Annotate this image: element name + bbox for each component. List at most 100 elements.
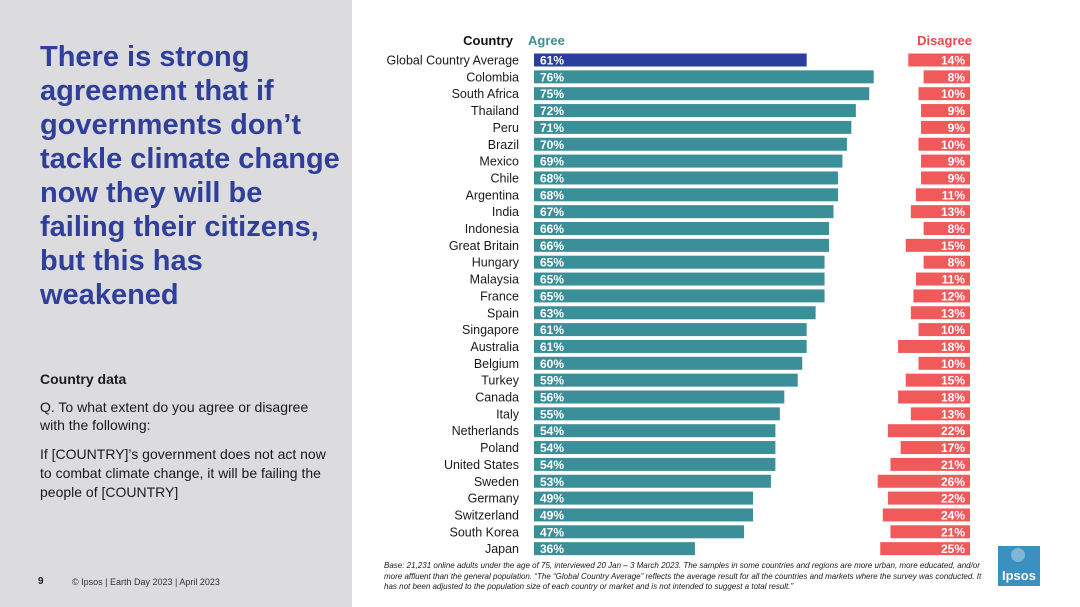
disagree-bar	[905, 238, 970, 252]
agree-bar	[534, 137, 847, 151]
base-note: Base: 21,231 online adults under the age…	[384, 561, 982, 591]
agree-bar	[534, 222, 830, 235]
agree-value-label: 71%	[540, 121, 564, 135]
country-column-header: Country	[463, 33, 514, 48]
agree-bar	[534, 120, 852, 134]
category-label: Switzerland	[454, 508, 519, 522]
disagree-bar	[890, 525, 970, 539]
disagree-value-label: 10%	[941, 138, 965, 152]
disagree-bar	[918, 323, 970, 337]
agree-value-label: 54%	[540, 424, 564, 438]
agree-bar	[534, 188, 838, 202]
agree-disagree-bar-chart: Country Agree Disagree Global Country Avera…	[387, 33, 973, 556]
agree-value-label: 72%	[540, 104, 564, 118]
agree-value-label: 66%	[540, 239, 564, 253]
agree-value-label: 61%	[540, 340, 564, 354]
agree-bar	[534, 53, 807, 67]
disagree-value-label: 21%	[941, 458, 965, 472]
disagree-bar	[921, 171, 970, 185]
disagree-bar	[915, 188, 970, 202]
category-label: Turkey	[481, 374, 519, 388]
agree-value-label: 65%	[540, 273, 564, 287]
agree-value-label: 61%	[540, 323, 564, 337]
agree-value-label: 68%	[540, 171, 564, 185]
logo-text: Ipsos	[1002, 568, 1036, 583]
page-title: There is strong agreement that if govern…	[40, 41, 340, 311]
disagree-bar	[921, 120, 970, 134]
agree-value-label: 66%	[540, 222, 564, 236]
agree-value-label: 54%	[540, 458, 564, 472]
question-text: Q. To what extent do you agree or disagr…	[40, 399, 309, 433]
category-label: South Africa	[452, 87, 519, 101]
agree-value-label: 76%	[540, 70, 564, 84]
agree-bar	[534, 306, 816, 320]
disagree-value-label: 13%	[941, 306, 965, 320]
disagree-bar	[918, 356, 970, 370]
agree-value-label: 55%	[540, 407, 564, 421]
disagree-bar	[898, 390, 970, 404]
disagree-bar	[923, 255, 970, 269]
agree-bar	[534, 356, 803, 370]
category-label: Malaysia	[470, 273, 519, 287]
category-label: Belgium	[474, 357, 519, 371]
disagree-value-label: 15%	[941, 374, 965, 388]
disagree-value-label: 25%	[941, 542, 965, 556]
category-label: Netherlands	[452, 424, 519, 438]
category-label: United States	[444, 458, 519, 472]
agree-value-label: 67%	[540, 205, 564, 219]
agree-value-label: 60%	[540, 357, 564, 371]
category-label: Italy	[496, 407, 520, 421]
disagree-bar	[887, 491, 970, 505]
agree-bar	[534, 474, 771, 488]
agree-value-label: 59%	[540, 374, 564, 388]
category-label: Peru	[493, 121, 519, 135]
category-label: Sweden	[474, 475, 519, 489]
agree-bar	[534, 424, 776, 438]
disagree-bar	[890, 457, 970, 471]
agree-value-label: 69%	[540, 155, 564, 169]
agree-value-label: 49%	[540, 508, 564, 522]
agree-bar	[534, 457, 776, 471]
disagree-bar	[910, 205, 970, 219]
disagree-value-label: 11%	[942, 273, 966, 287]
disagree-value-label: 14%	[941, 54, 965, 68]
agree-bar	[534, 289, 825, 303]
disagree-value-label: 9%	[948, 171, 966, 185]
category-label: France	[480, 289, 519, 303]
disagree-bar	[877, 474, 970, 488]
category-label: Poland	[480, 441, 519, 455]
disagree-value-label: 21%	[941, 525, 965, 539]
agree-value-label: 36%	[540, 542, 564, 556]
agree-bar	[534, 339, 807, 353]
category-label: Indonesia	[465, 222, 519, 236]
agree-bar	[534, 373, 798, 387]
category-label: South Korea	[450, 525, 520, 539]
disagree-value-label: 24%	[941, 508, 965, 522]
disagree-value-label: 11%	[942, 188, 966, 202]
category-label: Global Country Average	[387, 54, 520, 68]
disagree-bar	[923, 70, 970, 84]
category-label: Japan	[485, 542, 519, 556]
category-label: Australia	[470, 340, 519, 354]
agree-bar	[534, 407, 780, 421]
disagree-bar	[918, 87, 970, 101]
disagree-value-label: 26%	[941, 475, 965, 489]
agree-bar	[534, 87, 870, 101]
category-label: Germany	[468, 492, 520, 506]
category-label: Great Britain	[449, 239, 519, 253]
disagree-bar	[905, 373, 970, 387]
agree-value-label: 54%	[540, 441, 564, 455]
agree-bar	[534, 542, 695, 556]
disagree-bar	[900, 441, 970, 455]
disagree-value-label: 12%	[941, 289, 965, 303]
agree-value-label: 61%	[540, 54, 564, 68]
category-label: Argentina	[465, 188, 519, 202]
category-label: India	[492, 205, 519, 219]
agree-bar	[534, 154, 843, 168]
disagree-bar	[913, 289, 970, 303]
disagree-value-label: 8%	[948, 256, 966, 270]
category-label: Brazil	[488, 138, 519, 152]
category-label: Hungary	[472, 256, 520, 270]
agree-value-label: 70%	[540, 138, 564, 152]
agree-value-label: 56%	[540, 391, 564, 405]
